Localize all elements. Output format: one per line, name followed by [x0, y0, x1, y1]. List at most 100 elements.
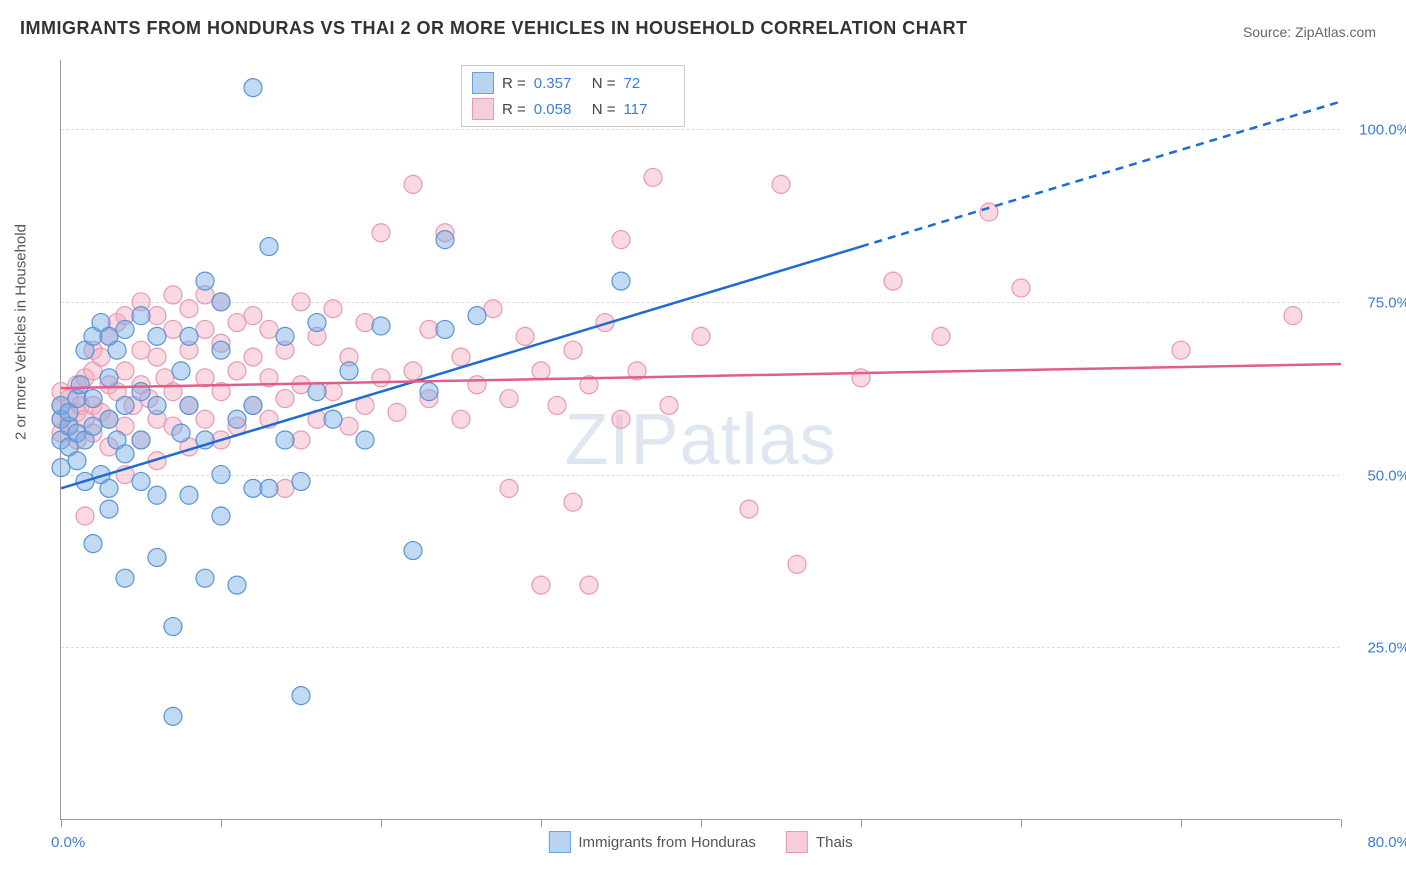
data-point [196, 569, 214, 587]
data-point [132, 341, 150, 359]
data-point [196, 272, 214, 290]
data-point [324, 383, 342, 401]
legend-row: R =0.357N =72 [472, 70, 674, 96]
data-point [612, 410, 630, 428]
series-legend: Immigrants from Honduras Thais [548, 831, 852, 853]
data-point [148, 327, 166, 345]
data-point [420, 320, 438, 338]
x-tick [1341, 819, 1342, 827]
data-point [276, 431, 294, 449]
x-tick [1181, 819, 1182, 827]
data-point [532, 576, 550, 594]
data-point [116, 445, 134, 463]
data-point [116, 320, 134, 338]
data-point [276, 390, 294, 408]
data-point [228, 362, 246, 380]
data-point [196, 410, 214, 428]
data-point [52, 459, 70, 477]
data-point [500, 390, 518, 408]
x-tick [1021, 819, 1022, 827]
data-point [1172, 341, 1190, 359]
data-point [164, 707, 182, 725]
data-point [132, 431, 150, 449]
data-point [84, 417, 102, 435]
legend-item: Thais [786, 831, 853, 853]
data-point [852, 369, 870, 387]
data-point [564, 493, 582, 511]
data-point [788, 555, 806, 573]
data-point [452, 348, 470, 366]
data-point [244, 348, 262, 366]
data-point [196, 320, 214, 338]
legend-item: Immigrants from Honduras [548, 831, 756, 853]
data-point [116, 569, 134, 587]
data-point [76, 507, 94, 525]
data-point [100, 369, 118, 387]
data-point [116, 396, 134, 414]
data-point [404, 542, 422, 560]
y-axis-title: 2 or more Vehicles in Household [13, 224, 30, 440]
chart-title: IMMIGRANTS FROM HONDURAS VS THAI 2 OR MO… [20, 18, 968, 39]
data-point [228, 410, 246, 428]
data-point [356, 314, 374, 332]
trend-line-extrapolated [861, 101, 1341, 246]
data-point [516, 327, 534, 345]
data-point [324, 300, 342, 318]
data-point [71, 376, 89, 394]
legend-swatch [472, 98, 494, 120]
data-point [84, 535, 102, 553]
legend-n-label: N = [592, 75, 616, 92]
scatter-svg [61, 60, 1340, 819]
data-point [308, 314, 326, 332]
data-point [372, 224, 390, 242]
y-tick-label: 75.0% [1367, 294, 1406, 311]
data-point [356, 431, 374, 449]
data-point [292, 431, 310, 449]
legend-r-value: 0.058 [534, 101, 584, 118]
legend-r-label: R = [502, 101, 526, 118]
x-axis-max-label: 80.0% [1367, 834, 1406, 851]
data-point [92, 348, 110, 366]
data-point [324, 410, 342, 428]
legend-n-label: N = [592, 101, 616, 118]
data-point [564, 341, 582, 359]
data-point [244, 396, 262, 414]
data-point [468, 376, 486, 394]
data-point [468, 307, 486, 325]
data-point [276, 327, 294, 345]
data-point [132, 472, 150, 490]
data-point [660, 396, 678, 414]
x-tick [61, 819, 62, 827]
data-point [612, 231, 630, 249]
data-point [212, 293, 230, 311]
data-point [68, 452, 86, 470]
data-point [452, 410, 470, 428]
data-point [180, 300, 198, 318]
data-point [292, 472, 310, 490]
data-point [260, 238, 278, 256]
data-point [180, 396, 198, 414]
data-point [292, 687, 310, 705]
legend-swatch [548, 831, 570, 853]
data-point [148, 548, 166, 566]
data-point [260, 320, 278, 338]
x-tick [221, 819, 222, 827]
data-point [932, 327, 950, 345]
data-point [100, 410, 118, 428]
legend-n-value: 117 [624, 101, 674, 118]
data-point [692, 327, 710, 345]
y-tick-label: 100.0% [1359, 122, 1406, 139]
data-point [340, 417, 358, 435]
data-point [180, 486, 198, 504]
data-point [1284, 307, 1302, 325]
data-point [308, 383, 326, 401]
data-point [644, 168, 662, 186]
x-tick [861, 819, 862, 827]
data-point [244, 307, 262, 325]
source-attribution: Source: ZipAtlas.com [1243, 24, 1376, 40]
legend-n-value: 72 [624, 75, 674, 92]
data-point [228, 314, 246, 332]
data-point [372, 369, 390, 387]
data-point [180, 327, 198, 345]
data-point [84, 390, 102, 408]
